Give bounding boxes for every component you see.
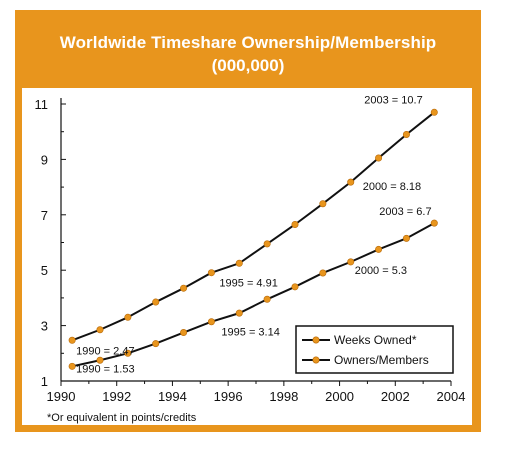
data-label: 1990 = 2.47 [76,345,134,357]
chart-header: Worldwide Timeshare Ownership/Membership… [15,10,481,88]
x-tick-label: 2000 [325,389,354,404]
data-point [235,259,243,267]
data-label: 2003 = 6.7 [379,206,431,218]
y-tick-label: 7 [41,208,48,223]
data-point [96,356,104,364]
data-point [68,362,76,370]
y-tick-label: 11 [35,97,49,112]
x-tick-label: 1992 [102,389,131,404]
data-point [319,200,327,208]
data-point [319,269,327,277]
data-point [96,326,104,334]
data-label: 1995 = 3.14 [221,327,279,339]
series-line-2 [71,222,435,368]
series-line-1 [71,111,435,342]
data-point [235,309,243,317]
legend-marker [312,356,320,364]
data-label: 2000 = 8.18 [363,181,421,193]
data-point [124,349,132,357]
data-point [207,318,215,326]
y-tick-label: 1 [41,374,48,389]
data-point [402,130,410,138]
data-point [347,178,355,186]
data-point [291,283,299,291]
y-tick-label: 9 [41,152,48,167]
x-tick-label: 1996 [214,389,243,404]
data-point [68,336,76,344]
data-point [430,219,438,227]
data-point [180,329,188,337]
data-point [207,269,215,277]
legend-label: Weeks Owned* [334,333,417,347]
legend-label: Owners/Members [334,353,429,367]
chart-footnote: *Or equivalent in points/credits [47,412,197,424]
x-tick-label: 1998 [269,389,298,404]
legend-box [295,325,454,374]
chart-title: Worldwide Timeshare Ownership/Membership [59,33,437,52]
data-point [375,154,383,162]
data-point [124,313,132,321]
data-point [375,245,383,253]
chart-subtitle: (000,000) [211,56,285,75]
x-tick-label: 1994 [158,389,187,404]
data-point [402,234,410,242]
data-label: 2003 = 10.7 [364,94,422,106]
data-point [180,284,188,292]
data-point [291,220,299,228]
data-label: 2000 = 5.3 [355,265,407,277]
data-point [152,340,160,348]
data-label: 1990 = 1.53 [76,363,134,375]
y-tick-label: 5 [41,263,48,278]
y-tick-label: 3 [41,319,48,334]
data-point [430,108,438,116]
data-point [263,295,271,303]
x-tick-label: 2004 [437,389,466,404]
x-tick-label: 2002 [381,389,410,404]
data-point [347,258,355,266]
data-point [152,298,160,306]
data-label: 1995 = 4.91 [219,278,277,290]
legend-marker [312,336,320,344]
data-point [263,240,271,248]
x-tick-label: 1990 [47,389,76,404]
